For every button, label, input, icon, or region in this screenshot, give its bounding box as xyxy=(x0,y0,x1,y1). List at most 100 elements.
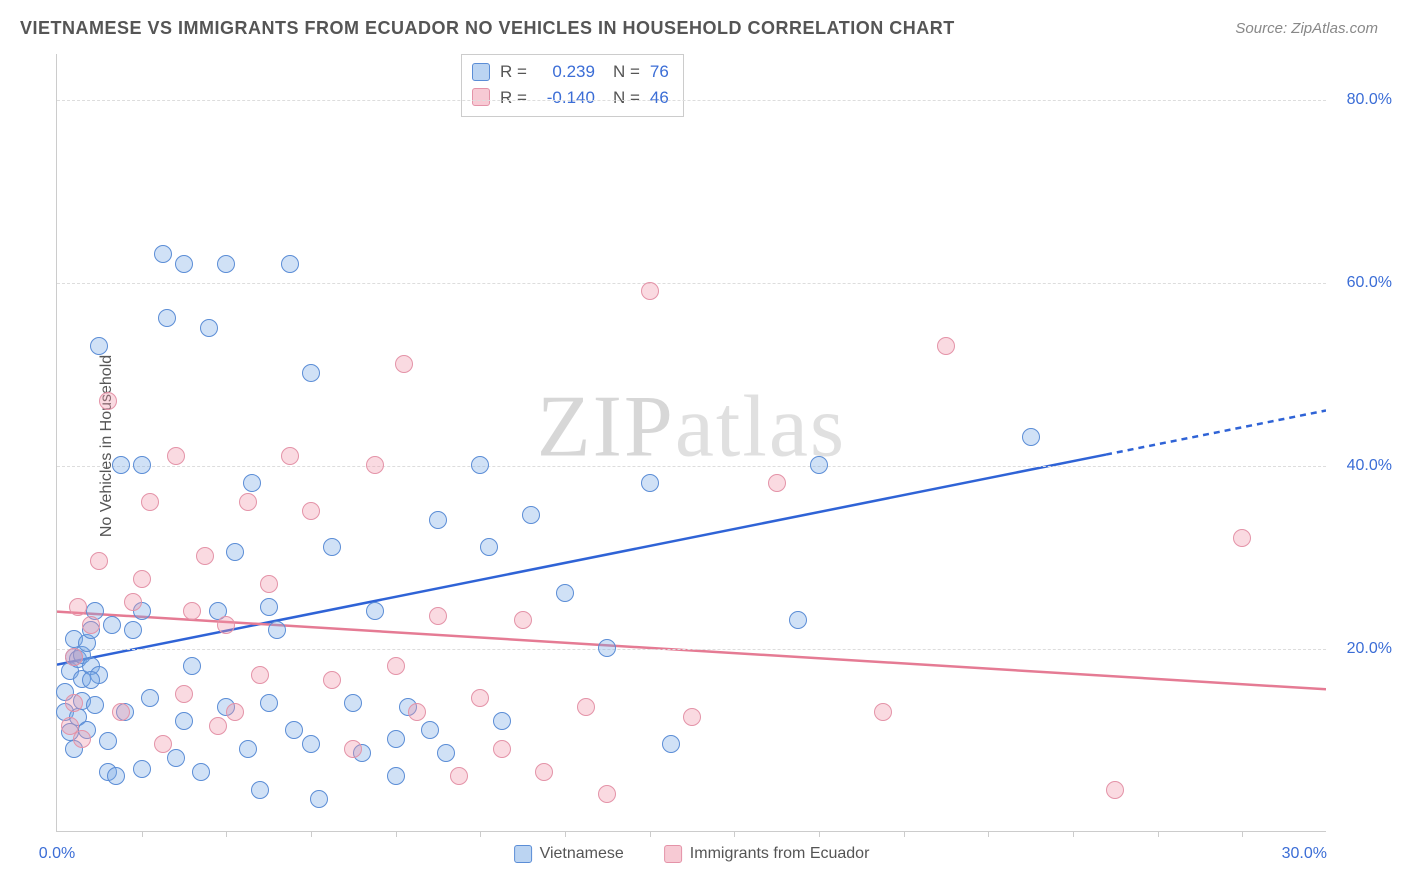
point-vietnamese xyxy=(285,721,303,739)
point-vietnamese xyxy=(200,319,218,337)
swatch-blue-icon xyxy=(472,63,490,81)
point-vietnamese xyxy=(133,760,151,778)
correlation-row-2: R = -0.140 N = 46 xyxy=(472,85,669,111)
swatch-pink-icon xyxy=(664,845,682,863)
point-ecuador xyxy=(598,785,616,803)
correlation-row-1: R = 0.239 N = 76 xyxy=(472,59,669,85)
point-vietnamese xyxy=(86,696,104,714)
point-ecuador xyxy=(302,502,320,520)
n-label: N = xyxy=(613,85,640,111)
point-vietnamese xyxy=(82,671,100,689)
point-ecuador xyxy=(65,694,83,712)
point-ecuador xyxy=(683,708,701,726)
point-vietnamese xyxy=(1022,428,1040,446)
point-vietnamese xyxy=(598,639,616,657)
point-ecuador xyxy=(167,447,185,465)
point-ecuador xyxy=(366,456,384,474)
r-value-1: 0.239 xyxy=(537,59,595,85)
watermark: ZIPatlas xyxy=(537,376,846,477)
point-vietnamese xyxy=(480,538,498,556)
point-vietnamese xyxy=(429,511,447,529)
point-vietnamese xyxy=(366,602,384,620)
point-ecuador xyxy=(209,717,227,735)
point-vietnamese xyxy=(789,611,807,629)
point-vietnamese xyxy=(471,456,489,474)
r-label: R = xyxy=(500,85,527,111)
swatch-pink-icon xyxy=(472,88,490,106)
point-ecuador xyxy=(408,703,426,721)
point-vietnamese xyxy=(103,616,121,634)
point-vietnamese xyxy=(251,781,269,799)
n-label: N = xyxy=(613,59,640,85)
x-minor-tick xyxy=(565,831,566,837)
point-ecuador xyxy=(226,703,244,721)
point-ecuador xyxy=(768,474,786,492)
x-minor-tick xyxy=(226,831,227,837)
r-label: R = xyxy=(500,59,527,85)
source-label: Source: xyxy=(1235,20,1291,37)
point-ecuador xyxy=(65,648,83,666)
gridline-h xyxy=(57,100,1326,101)
swatch-blue-icon xyxy=(514,845,532,863)
point-vietnamese xyxy=(302,364,320,382)
point-ecuador xyxy=(175,685,193,703)
point-ecuador xyxy=(323,671,341,689)
trend-line-dashed xyxy=(1106,411,1326,455)
point-vietnamese xyxy=(387,767,405,785)
point-vietnamese xyxy=(175,712,193,730)
x-minor-tick xyxy=(396,831,397,837)
legend-label: Vietnamese xyxy=(540,845,624,863)
trend-line xyxy=(57,612,1326,690)
point-ecuador xyxy=(429,607,447,625)
trend-line-solid xyxy=(57,455,1106,665)
point-vietnamese xyxy=(90,337,108,355)
point-vietnamese xyxy=(175,255,193,273)
point-ecuador xyxy=(90,552,108,570)
point-vietnamese xyxy=(112,456,130,474)
n-value-1: 76 xyxy=(650,59,669,85)
point-vietnamese xyxy=(268,621,286,639)
point-ecuador xyxy=(450,767,468,785)
point-vietnamese xyxy=(226,543,244,561)
point-vietnamese xyxy=(344,694,362,712)
y-tick-label: 40.0% xyxy=(1332,457,1392,475)
n-value-2: 46 xyxy=(650,85,669,111)
x-minor-tick xyxy=(142,831,143,837)
point-ecuador xyxy=(133,570,151,588)
x-minor-tick xyxy=(311,831,312,837)
watermark-zip: ZIP xyxy=(537,378,675,475)
point-vietnamese xyxy=(323,538,341,556)
x-tick-label-left: 0.0% xyxy=(39,845,75,863)
point-ecuador xyxy=(395,355,413,373)
x-minor-tick xyxy=(904,831,905,837)
point-vietnamese xyxy=(260,694,278,712)
point-ecuador xyxy=(196,547,214,565)
gridline-h xyxy=(57,283,1326,284)
source-attribution: Source: ZipAtlas.com xyxy=(1235,20,1378,37)
point-ecuador xyxy=(239,493,257,511)
point-vietnamese xyxy=(662,735,680,753)
point-ecuador xyxy=(937,337,955,355)
point-vietnamese xyxy=(243,474,261,492)
point-ecuador xyxy=(1106,781,1124,799)
gridline-h xyxy=(57,466,1326,467)
point-vietnamese xyxy=(310,790,328,808)
gridline-h xyxy=(57,649,1326,650)
point-vietnamese xyxy=(192,763,210,781)
legend-item-ecuador: Immigrants from Ecuador xyxy=(664,845,870,863)
point-vietnamese xyxy=(522,506,540,524)
point-ecuador xyxy=(344,740,362,758)
point-ecuador xyxy=(112,703,130,721)
legend-label: Immigrants from Ecuador xyxy=(690,845,870,863)
point-vietnamese xyxy=(556,584,574,602)
point-vietnamese xyxy=(133,456,151,474)
point-vietnamese xyxy=(167,749,185,767)
x-minor-tick xyxy=(988,831,989,837)
point-ecuador xyxy=(874,703,892,721)
point-vietnamese xyxy=(99,732,117,750)
point-ecuador xyxy=(251,666,269,684)
y-tick-label: 60.0% xyxy=(1332,274,1392,292)
point-ecuador xyxy=(577,698,595,716)
point-vietnamese xyxy=(260,598,278,616)
point-vietnamese xyxy=(124,621,142,639)
